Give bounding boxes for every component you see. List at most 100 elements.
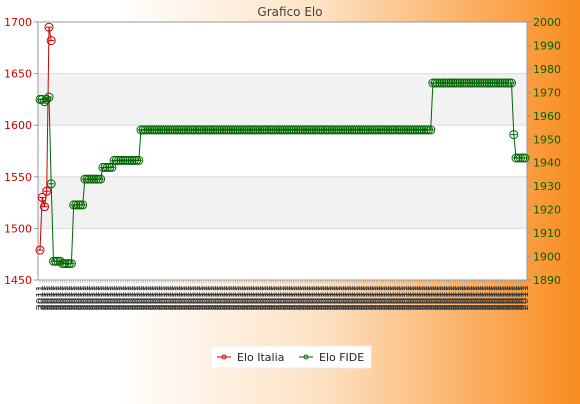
x-axis-label: 2011: [136, 285, 147, 310]
x-axis-label: 2011: [138, 285, 149, 310]
x-axis-label: 2011: [233, 285, 244, 310]
x-axis-label: 2011: [502, 285, 513, 310]
x-axis-label: 2011: [62, 285, 73, 310]
x-axis-label: 2011: [370, 285, 381, 310]
x-axis-label: 2011: [235, 285, 246, 310]
x-axis-label: 2011: [343, 285, 354, 310]
right-axis-label: 1970: [533, 86, 561, 99]
right-axis-label: 1940: [533, 157, 561, 170]
x-axis-label: 2011: [520, 285, 531, 310]
right-axis-label: 1980: [533, 63, 561, 76]
x-axis-label: 2011: [78, 285, 89, 310]
x-axis-label: 2011: [55, 285, 66, 310]
x-axis-label: 2011: [401, 285, 412, 310]
data-point: [44, 22, 54, 32]
x-axis-label: 2011: [507, 285, 518, 310]
x-axis-label: 2011: [111, 285, 122, 310]
x-axis-label: 2011: [311, 285, 322, 310]
x-axis-label: 2011: [150, 285, 161, 310]
x-axis-label: 2011: [158, 285, 169, 310]
x-axis-label: 2011: [210, 285, 221, 310]
x-axis-label: 2011: [73, 285, 84, 310]
x-axis-label: 2011: [477, 285, 488, 310]
x-axis-label: 2011: [190, 285, 201, 310]
x-axis-label: 2011: [228, 285, 239, 310]
x-axis-label: 2011: [262, 285, 273, 310]
x-axis-label: 2011: [123, 285, 134, 310]
x-axis-label: 2011: [298, 285, 309, 310]
x-axis-label: 2011: [372, 285, 383, 310]
x-axis-label: 2011: [89, 285, 100, 310]
x-axis-label: 2011: [280, 285, 291, 310]
data-point: [37, 192, 47, 202]
x-axis-label: 2011: [64, 285, 75, 310]
x-axis-label: 2011: [336, 285, 347, 310]
x-axis-label: 2011: [194, 285, 205, 310]
x-axis-label: 2011: [37, 285, 48, 310]
x-axis-label: 2011: [179, 285, 190, 310]
x-axis-label: 2011: [363, 285, 374, 310]
x-axis-label: 2011: [46, 285, 57, 310]
x-axis-label: 2011: [509, 285, 520, 310]
x-axis-label: 2011: [491, 285, 502, 310]
left-axis-label: 1700: [4, 16, 32, 29]
right-axis-label: 1960: [533, 110, 561, 123]
x-axis-label: 2011: [53, 285, 64, 310]
right-axis-label: 1890: [533, 274, 561, 287]
x-axis-label: 2011: [511, 285, 522, 310]
x-axis-label: 2011: [435, 285, 446, 310]
x-axis-label: 2011: [217, 285, 228, 310]
x-axis-label: 2011: [392, 285, 403, 310]
x-axis-label: 2011: [118, 285, 129, 310]
x-axis-label: 2011: [266, 285, 277, 310]
x-axis-label: 2011: [322, 285, 333, 310]
x-axis-label: 2011: [183, 285, 194, 310]
x-axis-label: 2011: [244, 285, 255, 310]
plot-area: [37, 21, 528, 281]
legend-label: Elo FIDE: [319, 351, 364, 364]
x-axis-label: 2011: [105, 285, 116, 310]
x-axis-label: 2011: [199, 285, 210, 310]
data-point: [426, 125, 436, 135]
x-axis-label: 2011: [426, 285, 437, 310]
x-axis-label: 2011: [82, 285, 93, 310]
x-axis-label: 2011: [316, 285, 327, 310]
x-axis-label: 2011: [93, 285, 104, 310]
x-axis-label: 2011: [69, 285, 80, 310]
x-axis-label: 2011: [414, 285, 425, 310]
x-axis-label: 2011: [518, 285, 529, 310]
data-point: [66, 259, 76, 269]
x-axis-label: 2011: [170, 285, 181, 310]
data-point: [55, 256, 65, 266]
x-axis-label: 2011: [188, 285, 199, 310]
x-axis-label: 2011: [132, 285, 143, 310]
data-point: [46, 36, 56, 46]
x-axis-label: 2011: [444, 285, 455, 310]
x-axis-label: 2011: [385, 285, 396, 310]
x-axis-label: 2011: [51, 285, 62, 310]
x-axis-label: 2011: [212, 285, 223, 310]
x-axis-label: 2011: [109, 285, 120, 310]
x-axis-label: 2011: [309, 285, 320, 310]
x-axis-label: 2011: [163, 285, 174, 310]
x-axis-label: 2011: [143, 285, 154, 310]
x-axis-label: 2011: [430, 285, 441, 310]
right-axis-label: 2000: [533, 16, 561, 29]
x-axis-label: 2011: [347, 285, 358, 310]
x-axis-label: 2011: [446, 285, 457, 310]
x-axis-label: 2011: [376, 285, 387, 310]
x-axis-label: 2011: [201, 285, 212, 310]
x-axis-label: 2011: [129, 285, 140, 310]
x-axis-label: 2011: [313, 285, 324, 310]
x-axis-label: 2011: [282, 285, 293, 310]
x-axis-label: 2011: [237, 285, 248, 310]
x-axis-label: 2011: [91, 285, 102, 310]
x-axis-label: 2011: [269, 285, 280, 310]
x-axis-label: 2011: [408, 285, 419, 310]
x-axis-label: 2011: [145, 285, 156, 310]
x-axis-label: 2011: [439, 285, 450, 310]
x-axis-label: 2011: [489, 285, 500, 310]
x-axis-label: 2011: [185, 285, 196, 310]
x-axis-label: 2011: [208, 285, 219, 310]
x-axis-label: 2011: [394, 285, 405, 310]
